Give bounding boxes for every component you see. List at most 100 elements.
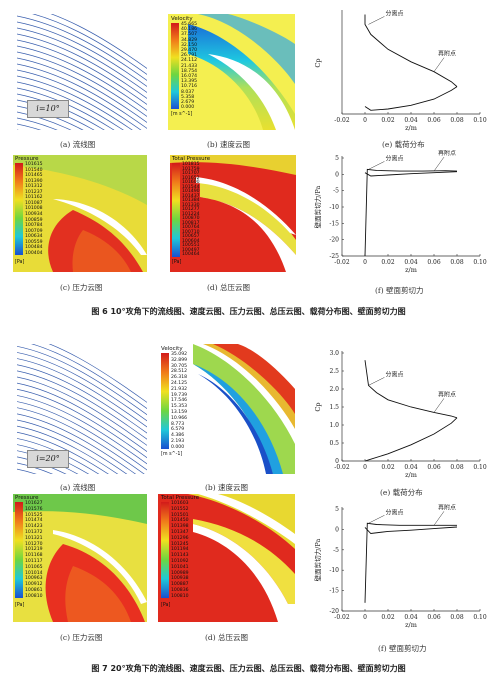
legend-value: 6.579 (171, 427, 185, 433)
legend-value: 100784 (25, 223, 43, 229)
streamline (17, 117, 58, 130)
x-tick-label: 0.10 (473, 464, 487, 471)
fig6-pressure-panel: Pressure [Pa] 101615 101540 101465 101390 10… (13, 155, 147, 272)
legend-value: 100887 (171, 582, 189, 588)
legend-value: 101143 (171, 553, 189, 559)
legend-value: 30.705 (171, 363, 188, 369)
annotation-separation: 分离点 (385, 9, 403, 17)
streamline (17, 123, 42, 130)
legend-value: 100861 (25, 588, 43, 593)
streamline (17, 69, 142, 130)
fig7-pressure-legend-title: Pressure (15, 495, 39, 501)
fig7-total-pressure-legend-title: Total Pressure (161, 495, 200, 501)
legend-value: 0.000 (181, 105, 195, 111)
fig7-velocity-legend: Velocity [m s^-1] 35.092 32.899 30.705 28.5… (161, 346, 201, 472)
legend-value: 100912 (25, 582, 43, 588)
streamline (17, 33, 147, 99)
x-tick-label: -0.02 (334, 464, 350, 471)
annotation-separation: 分离点 (385, 154, 403, 162)
x-axis-label: z/m (405, 471, 417, 479)
legend-value: 101224 (182, 211, 200, 217)
legend-value: 100709 (25, 228, 43, 234)
legend-value: 101296 (171, 535, 189, 541)
x-tick-label: 0.04 (404, 259, 418, 266)
streamline (17, 15, 147, 81)
fig6-pressure-legend: Pressure [Pa] 101615 101540 101465 101390 10… (15, 156, 57, 270)
streamline (17, 39, 147, 105)
x-tick-label: 0.08 (450, 259, 464, 266)
legend-value: 40.186 (181, 27, 198, 33)
streamline (17, 419, 128, 474)
legend-value: 34.829 (181, 37, 198, 43)
legend-value: 101423 (25, 524, 43, 530)
x-tick-label: -0.02 (334, 259, 350, 266)
legend-value: 29.470 (181, 48, 198, 53)
legend-value: 101372 (25, 530, 43, 535)
legend-value: 16.074 (181, 74, 198, 79)
annotation-separation: 分离点 (385, 508, 403, 516)
fig7-pressure-panel: Pressure [Pa] 101627 101576 101525 101474 10… (13, 494, 147, 622)
streamline (17, 81, 124, 130)
fig6-pressure-legend-title: Pressure (15, 156, 39, 162)
fig7-angle-label: i=20° (27, 450, 69, 468)
streamline (17, 413, 137, 474)
fig7-streamline-panel: i=20° (17, 344, 147, 474)
y-tick-label: 1.0 (329, 422, 339, 429)
y-tick-label: 0 (335, 458, 339, 465)
annotation-leader (368, 161, 385, 170)
annotation-reattachment: 再附点 (438, 50, 456, 58)
legend-value: 101312 (25, 184, 43, 190)
annotation-separation: 分离点 (385, 370, 403, 378)
streamline (17, 364, 147, 434)
series-line (364, 168, 458, 257)
x-tick-label: 0.06 (427, 259, 441, 266)
legend-value: 24.112 (181, 58, 198, 64)
fig7-caption-b: (b) 速度云图 (205, 483, 249, 492)
legend-value: 100604 (182, 238, 200, 244)
streamline (17, 352, 147, 422)
fig6-velocity-legend: Velocity [m s^-1] 45.665 40.186 37.507 34.8… (171, 16, 211, 126)
legend-value: 15.353 (171, 404, 188, 410)
y-tick-label: 0 (335, 171, 339, 178)
legend-value: 32.899 (171, 357, 188, 363)
fig6-total-pressure-contour (170, 155, 296, 272)
legend-value: 10.966 (171, 415, 188, 421)
x-tick-label: 0.04 (404, 464, 418, 471)
legend-value: 100497 (182, 247, 200, 253)
legend-value: 37.507 (181, 32, 198, 38)
legend-value: 4.386 (171, 433, 185, 439)
series-line (364, 86, 458, 111)
fig7-caption: 图 7 20°攻角下的流线图、速度云图、压力云图、总压云图、载荷分布图、壁面剪切… (91, 664, 406, 673)
streamline (48, 344, 147, 403)
streamline (32, 14, 147, 75)
x-tick-label: -0.02 (334, 117, 350, 124)
legend-value: 100404 (25, 250, 43, 256)
streamline (17, 407, 145, 474)
fig7-total-pressure-legend-unit: [Pa] (161, 603, 171, 608)
fig6-caption-e: (e) 载荷分布 (382, 140, 425, 149)
fig7-velocity-panel: Velocity [m s^-1] 35.092 32.899 30.705 28.5… (158, 344, 295, 474)
y-tick-label: -5 (333, 188, 339, 195)
legend-value: 100938 (171, 576, 189, 582)
legend-value: 101041 (171, 564, 189, 570)
legend-value: 101544 (182, 184, 200, 190)
legend-value: 101008 (25, 206, 43, 212)
legend-value: 100634 (25, 234, 43, 240)
y-axis-label: Cp (314, 402, 322, 411)
x-tick-label: 0.10 (473, 259, 487, 266)
streamline (17, 370, 147, 440)
legend-value: 21.932 (171, 386, 188, 392)
streamline (17, 27, 147, 93)
x-tick-label: 0.04 (404, 117, 418, 124)
streamline (17, 395, 147, 465)
annotation-leader (368, 16, 385, 25)
fig7-shear-chart: -0.02 0 0.02 0.04 0.06 0.08 0.10 5 0 -5 -10 -15 -20 z… (313, 503, 487, 629)
fig6-total-pressure-legend-unit: [Pa] (172, 260, 182, 265)
annotation-reattachment: 再附点 (438, 150, 456, 157)
y-axis-label: 壁面剪切力/Pa (313, 186, 322, 229)
streamline (17, 468, 37, 474)
legend-value: 26.318 (171, 375, 188, 381)
y-tick-label: 0 (335, 526, 339, 533)
fig7-caption-d: (d) 总压云图 (205, 633, 249, 642)
legend-value: 2.679 (181, 100, 195, 105)
